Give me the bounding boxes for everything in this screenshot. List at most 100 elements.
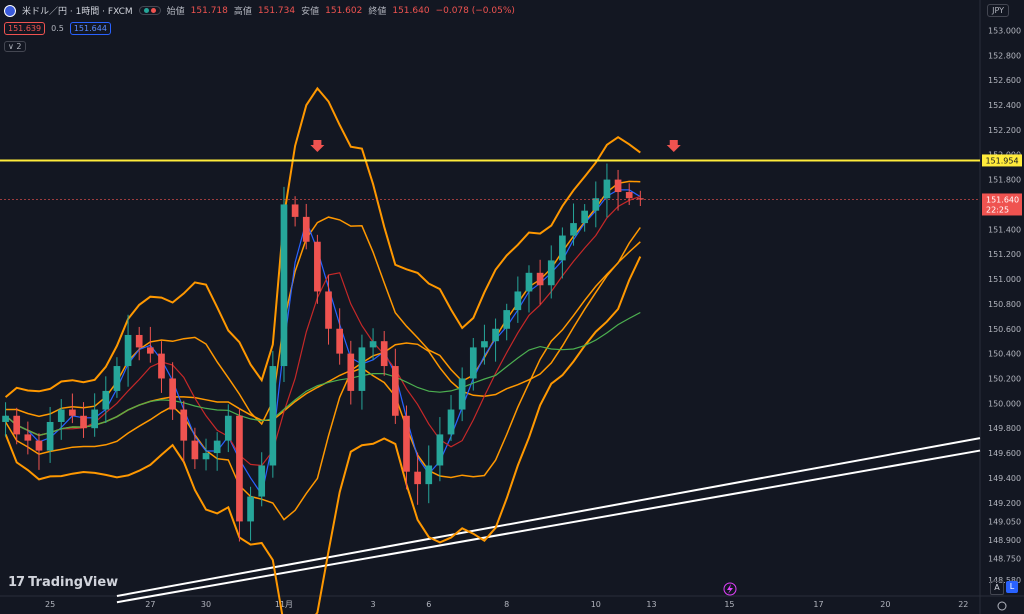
candle-body bbox=[102, 390, 110, 410]
arrow-down-icon bbox=[666, 140, 681, 152]
bollinger-upper-2 bbox=[4, 86, 641, 398]
log-scale-button[interactable]: L bbox=[1006, 581, 1018, 593]
y-tick-label: 152.600 bbox=[988, 76, 1021, 85]
candle-body bbox=[213, 440, 221, 454]
x-tick-label: 3 bbox=[371, 600, 376, 609]
candle-body bbox=[35, 440, 43, 451]
countdown-label: 22:25 bbox=[986, 205, 1009, 214]
x-tick-label: 13 bbox=[646, 600, 656, 609]
market-open-icon bbox=[143, 8, 149, 13]
ma-mid-line bbox=[5, 195, 641, 467]
candle-body bbox=[425, 465, 433, 485]
candle-body bbox=[625, 192, 633, 199]
candle-body bbox=[447, 409, 455, 435]
x-tick-label: 30 bbox=[201, 600, 211, 609]
low-value: 151.602 bbox=[325, 5, 363, 16]
y-tick-label: 148.900 bbox=[988, 536, 1021, 545]
candle-body bbox=[492, 328, 499, 342]
candle-body bbox=[514, 291, 522, 311]
candle-body bbox=[135, 334, 143, 348]
y-tick-label: 150.000 bbox=[988, 399, 1021, 408]
candle-body bbox=[314, 241, 321, 292]
candle-body bbox=[536, 272, 544, 286]
candle-body bbox=[302, 216, 310, 242]
candle-body bbox=[592, 198, 600, 211]
y-tick-label: 152.800 bbox=[988, 51, 1021, 60]
candle-body bbox=[69, 409, 76, 416]
y-tick-label: 148.580 bbox=[988, 576, 1021, 585]
current-price-tag bbox=[982, 193, 1022, 216]
candle-body bbox=[614, 179, 622, 193]
candle-body bbox=[291, 204, 299, 217]
candle-body bbox=[325, 291, 332, 329]
tradingview-logo: 17 TradingView bbox=[8, 575, 118, 590]
collapse-indicators-button[interactable]: ∨ 2 bbox=[4, 41, 26, 52]
symbol-header: 米ドル／円 · 1時間 · FXCM 始値 151.718 高値 151.734 安… bbox=[4, 4, 515, 17]
candle-body bbox=[24, 434, 32, 441]
candle-body bbox=[503, 310, 511, 329]
candle-body bbox=[236, 415, 243, 522]
x-tick-label: 6 bbox=[426, 600, 431, 609]
candle-body bbox=[46, 421, 54, 451]
x-tick-label: 22 bbox=[958, 600, 968, 609]
status-dots[interactable] bbox=[138, 6, 161, 15]
trendline bbox=[116, 437, 981, 597]
y-tick-label: 151.400 bbox=[988, 225, 1021, 234]
spread-value: 0.5 bbox=[51, 24, 64, 33]
change-value: −0.078 (−0.05%) bbox=[435, 5, 515, 16]
candle-body bbox=[559, 235, 566, 261]
y-tick-label: 152.200 bbox=[988, 126, 1021, 135]
candle-body bbox=[280, 204, 288, 367]
x-tick-label: 25 bbox=[45, 600, 55, 609]
candle-body bbox=[458, 378, 466, 410]
y-tick-label: 148.750 bbox=[988, 555, 1021, 564]
y-tick-label: 152.400 bbox=[988, 101, 1021, 110]
bollinger-lower-1 bbox=[4, 227, 641, 521]
candle-body bbox=[581, 210, 588, 224]
candle-body bbox=[269, 366, 277, 466]
candle-body bbox=[547, 260, 555, 286]
flag-icon bbox=[4, 4, 16, 17]
lightning-icon bbox=[723, 582, 737, 596]
candle-body bbox=[247, 496, 254, 522]
low-label: 安値 bbox=[301, 7, 320, 17]
candle-body bbox=[481, 341, 488, 348]
candle-body bbox=[603, 179, 611, 199]
close-label: 終値 bbox=[368, 7, 387, 17]
resistance-price-tag bbox=[982, 154, 1022, 167]
symbol-title[interactable]: 米ドル／円 · 1時間 · FXCM bbox=[22, 7, 133, 17]
y-tick-label: 149.600 bbox=[988, 449, 1021, 458]
ma-slow-line bbox=[5, 311, 641, 436]
candle-body bbox=[347, 353, 355, 391]
close-value: 151.640 bbox=[392, 5, 430, 16]
candle-body bbox=[124, 334, 132, 367]
x-tick-label: 15 bbox=[724, 600, 734, 609]
open-value: 151.718 bbox=[190, 5, 228, 16]
candle-body bbox=[147, 347, 154, 354]
buy-button[interactable]: 151.644 bbox=[69, 22, 111, 35]
bollinger-upper-1 bbox=[5, 180, 641, 426]
y-tick-label: 149.050 bbox=[988, 517, 1021, 526]
candle-body bbox=[369, 341, 377, 348]
candle-body bbox=[80, 415, 87, 429]
x-tick-label: 11月 bbox=[275, 600, 293, 609]
candle-body bbox=[158, 353, 165, 379]
candle-body bbox=[13, 415, 21, 435]
open-label: 始値 bbox=[166, 7, 185, 17]
current-price-label: 151.640 bbox=[986, 195, 1019, 204]
high-label: 高値 bbox=[233, 7, 252, 17]
auto-scale-button[interactable]: A bbox=[990, 581, 1004, 595]
candle-body bbox=[57, 409, 65, 422]
candle-body bbox=[436, 434, 444, 466]
candle-body bbox=[403, 415, 410, 472]
bollinger-lower-2 bbox=[4, 256, 642, 614]
sell-button[interactable]: 151.639 bbox=[4, 22, 46, 35]
candle-body bbox=[469, 347, 477, 379]
tradingview-logo-icon: 17 bbox=[8, 575, 25, 590]
currency-selector[interactable]: JPY bbox=[987, 4, 1009, 17]
y-tick-label: 150.200 bbox=[988, 374, 1021, 383]
y-tick-label: 150.400 bbox=[988, 350, 1021, 359]
candle-body bbox=[637, 198, 644, 200]
